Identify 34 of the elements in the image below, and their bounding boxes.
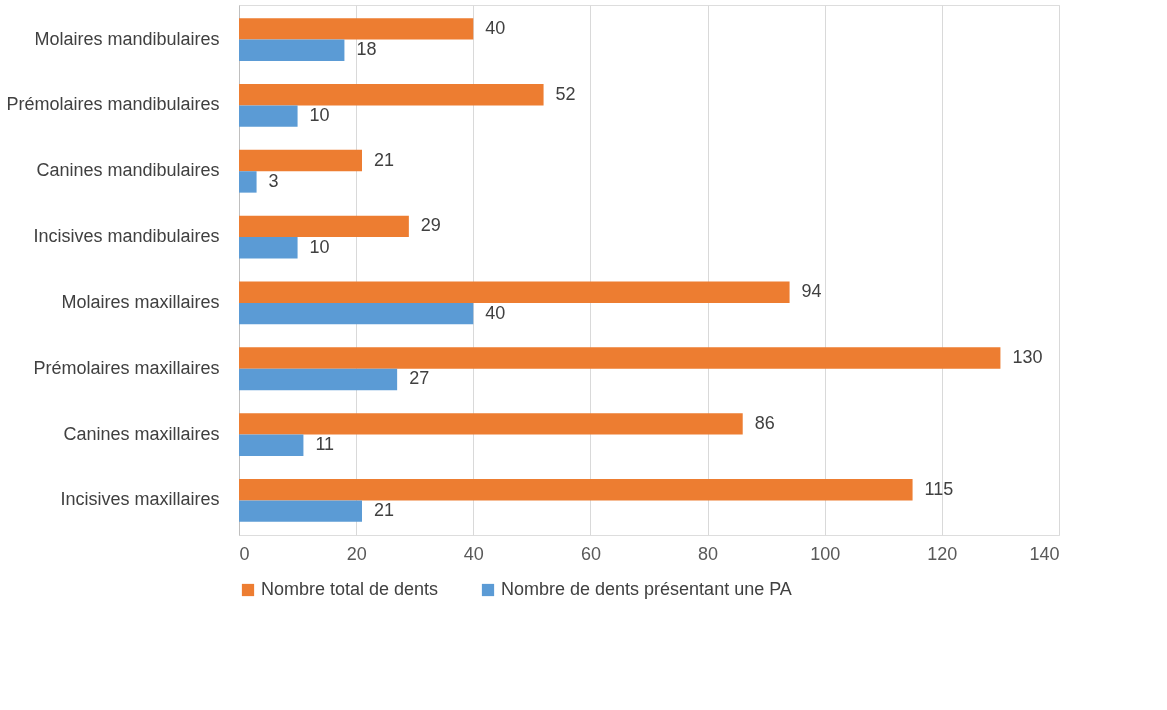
y-tick-label: Prémolaires mandibulaires [6,94,220,115]
data-label: 115 [924,478,954,499]
x-tick-label: 80 [698,543,719,564]
data-label: 52 [555,83,576,104]
data-label: 40 [485,302,506,323]
y-tick-label: Incisives mandibulaires [33,226,220,247]
y-tick-label: Molaires maxillaires [61,291,220,312]
x-tick-label: 20 [346,543,367,564]
x-tick-label: 40 [463,543,484,564]
x-tick-label: 60 [580,543,601,564]
y-tick-label: Molaires mandibulaires [34,28,220,49]
data-label: 10 [309,236,330,257]
x-tick-label: 100 [810,543,841,564]
data-label: 29 [420,215,441,236]
data-label: 18 [356,39,377,60]
data-label: 21 [374,500,395,521]
data-label: 94 [801,281,822,302]
data-label: 27 [409,368,430,389]
y-tick-label: Canines mandibulaires [36,160,220,181]
data-label: 11 [315,434,335,455]
x-tick-label: 140 [1029,543,1060,564]
x-tick-label: 120 [927,543,958,564]
y-tick-label: Canines maxillaires [63,423,220,444]
data-label: 10 [309,105,330,126]
data-label: 3 [268,170,279,191]
x-tick-label: 0 [239,543,250,564]
legend-label: Nombre de dents présentant une PA [501,579,792,599]
data-label: 86 [754,412,775,433]
data-label: 21 [374,149,395,170]
y-tick-label: Prémolaires maxillaires [33,357,220,378]
y-tick-label: Incisives maxillaires [60,489,220,510]
data-label: 40 [485,17,506,38]
legend-label: Nombre total de dents [261,579,439,599]
data-label: 130 [1012,347,1043,368]
